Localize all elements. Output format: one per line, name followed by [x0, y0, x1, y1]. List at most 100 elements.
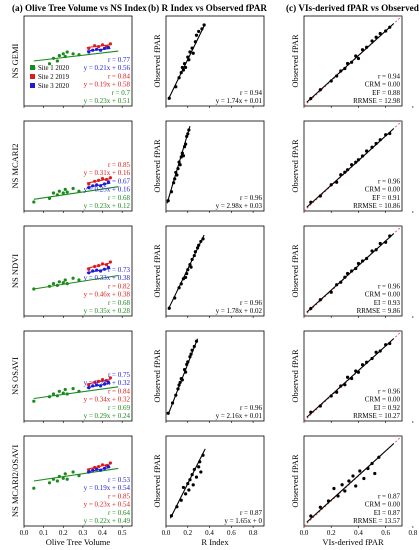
data-point	[378, 138, 382, 142]
legend-swatch	[30, 83, 35, 88]
data-point	[177, 76, 181, 80]
data-point	[378, 241, 382, 246]
stat-text: r = 0.96	[240, 194, 263, 202]
data-point	[47, 284, 52, 288]
data-point	[47, 196, 52, 200]
data-point	[370, 39, 374, 43]
data-point	[180, 378, 184, 382]
fit-line-site-3-2020	[86, 267, 111, 274]
data-point	[95, 467, 99, 471]
data-point	[51, 282, 56, 286]
plot-frame	[303, 330, 403, 422]
y-axis-label: Observed fPAR	[152, 244, 162, 298]
data-point	[188, 262, 192, 267]
data-point	[32, 399, 36, 403]
data-point	[55, 59, 59, 63]
stat-text: y = 2.16x + 0.01	[216, 412, 263, 420]
data-point	[77, 389, 81, 393]
data-point	[185, 134, 189, 139]
data-point	[190, 46, 194, 50]
data-point	[87, 386, 91, 390]
data-point	[339, 384, 343, 388]
data-point	[178, 380, 182, 385]
data-point	[193, 250, 197, 254]
panel-a-3: NS NDVI r = 0.73y = 0.33x + 0.38r = 0.82y…	[10, 225, 133, 318]
stat-text: r = 0.7	[111, 89, 130, 97]
x-tick-label: 0.2	[59, 529, 68, 537]
data-point	[91, 48, 95, 52]
legend-swatch	[30, 65, 35, 70]
x-tick-label: 0.8	[409, 529, 418, 537]
y-axis-label: Observed fPAR	[152, 139, 162, 193]
data-point	[365, 256, 369, 261]
data-point	[329, 290, 333, 294]
data-point	[329, 394, 333, 398]
plot-frame	[165, 330, 265, 422]
data-point	[98, 384, 103, 388]
data-point	[181, 68, 186, 72]
legend-label: Site 2 2019	[38, 74, 70, 81]
data-point	[197, 243, 201, 247]
data-point	[97, 465, 101, 469]
stat-text: r = 0.87	[240, 509, 263, 517]
stat-text: r = 0.85	[108, 161, 131, 169]
data-point	[184, 492, 188, 496]
data-point	[170, 401, 175, 405]
data-point	[57, 189, 61, 193]
data-point	[181, 154, 186, 158]
data-point	[335, 283, 339, 287]
data-point	[32, 200, 36, 204]
data-point	[185, 271, 189, 276]
data-point	[374, 248, 378, 252]
stat-text: r = 0.73	[108, 266, 131, 274]
data-point	[102, 46, 107, 51]
data-point	[329, 79, 333, 83]
data-point	[192, 467, 196, 472]
y-axis-label: Observed fPAR	[290, 34, 300, 88]
data-point	[351, 474, 355, 478]
data-point	[55, 193, 59, 197]
stat-text: y = 0.23x + 0.51	[84, 97, 131, 105]
data-point	[61, 391, 65, 395]
stat-text: y = 2.98x + 0.03	[216, 202, 263, 210]
data-point	[374, 141, 378, 146]
data-point	[65, 190, 69, 194]
data-point	[340, 483, 344, 487]
data-point	[95, 47, 99, 51]
data-point	[318, 88, 322, 92]
fit-line-all	[167, 23, 206, 100]
data-point	[172, 181, 176, 185]
data-point	[186, 360, 190, 364]
x-tick-label: 0.4	[98, 529, 107, 537]
data-point	[32, 287, 36, 291]
y-axis-label: Observed fPAR	[290, 349, 300, 403]
data-point	[335, 180, 339, 184]
stat-text: y = 0.19x + 0.54	[84, 484, 131, 492]
y-axis-label: NS GEMI	[10, 43, 20, 78]
data-point	[180, 65, 184, 70]
data-point	[192, 253, 196, 258]
data-point	[200, 27, 204, 31]
data-point	[362, 476, 366, 481]
panel-c-5: Observed fPAR 0.0 0.2 0.4 0.6 0.8 VIs-derived …	[290, 435, 418, 547]
data-point	[87, 46, 91, 51]
data-point	[187, 128, 191, 132]
data-point	[106, 265, 111, 269]
data-point	[309, 96, 313, 101]
data-point	[106, 380, 111, 384]
panel-b-4: Observed fPAR r = 0.96y = 2.16x + 0.01	[152, 330, 265, 423]
data-point	[186, 481, 190, 486]
y-axis-label: Observed fPAR	[290, 244, 300, 298]
data-point	[358, 469, 362, 473]
data-point	[71, 276, 75, 280]
data-point	[65, 392, 69, 396]
data-point	[188, 355, 192, 359]
stat-text: y = 0.34x + 0.32	[84, 396, 131, 404]
panel-a-2: NS MCARI2 r = 0.85y = 0.31x + 0.16r = 0.6…	[10, 120, 133, 213]
data-point	[104, 263, 109, 267]
legend-swatch	[30, 74, 35, 79]
data-point	[339, 173, 343, 177]
stat-text: y = 0.19x + 0.58	[84, 81, 131, 89]
data-point	[345, 61, 350, 66]
plot-frame	[303, 120, 403, 212]
